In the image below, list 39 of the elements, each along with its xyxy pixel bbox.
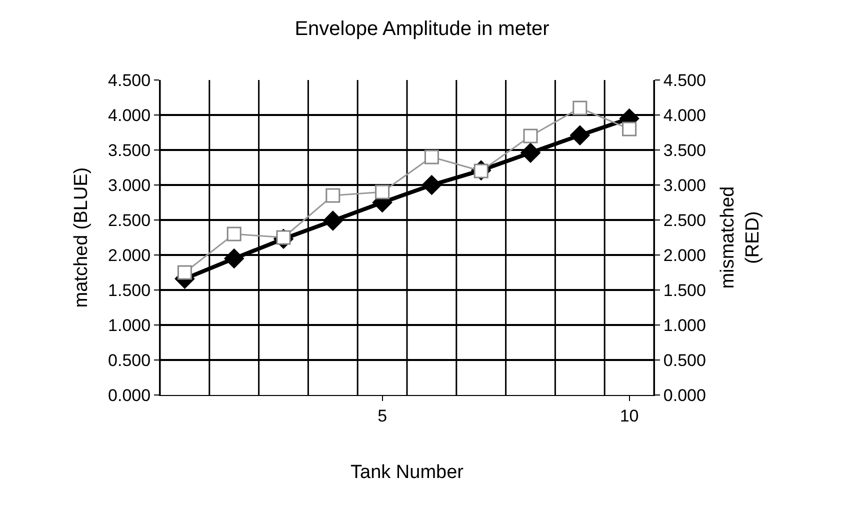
y2-tick-label: 1.000	[663, 316, 706, 335]
x-tick-label: 10	[620, 406, 639, 426]
y-tick-label: 2.500	[108, 210, 151, 230]
point	[177, 265, 192, 280]
point	[572, 100, 588, 116]
point	[523, 128, 538, 144]
point	[424, 150, 439, 164]
y-tick-label: 4.000	[108, 106, 151, 125]
y-tick-label: 0.000	[108, 386, 151, 405]
y-tick-label: 4.500	[108, 70, 151, 90]
y2-axis-title: mismatched (RED)	[718, 186, 764, 289]
y2-tick-label: 2.500	[663, 210, 706, 230]
y2-tick-label: 1.500	[663, 280, 706, 300]
y-tick-label: 3.500	[108, 140, 151, 160]
x-tick-label: 5	[378, 406, 388, 426]
y2-tick-label: 4.500	[663, 70, 706, 90]
chart-title: Envelope Amplitude in meter	[294, 18, 550, 40]
point	[224, 248, 244, 268]
y-tick-label: 3.000	[108, 176, 151, 195]
point	[422, 175, 442, 195]
point	[323, 210, 343, 231]
y2-tick-label: 3.000	[663, 176, 706, 195]
point	[520, 142, 540, 163]
y2-tick-label: 3.500	[663, 140, 706, 160]
point	[622, 122, 637, 136]
point	[375, 184, 390, 200]
y2-tick-label: 0.500	[663, 350, 706, 370]
y2-tick-label: 2.000	[663, 246, 706, 265]
y-tick-label: 2.000	[108, 246, 151, 265]
y2-tick-label: 4.000	[663, 106, 706, 125]
y2-tick-label: 0.000	[663, 386, 706, 405]
y-tick-label: 1.000	[108, 316, 151, 335]
point	[326, 188, 340, 203]
y-tick-label: 0.500	[108, 350, 151, 370]
point	[570, 125, 590, 146]
y-axis-title: matched (BLUE)	[70, 167, 92, 308]
point	[226, 226, 242, 242]
x-axis-title: Tank Number	[350, 462, 464, 484]
y-tick-label: 1.500	[108, 280, 151, 300]
